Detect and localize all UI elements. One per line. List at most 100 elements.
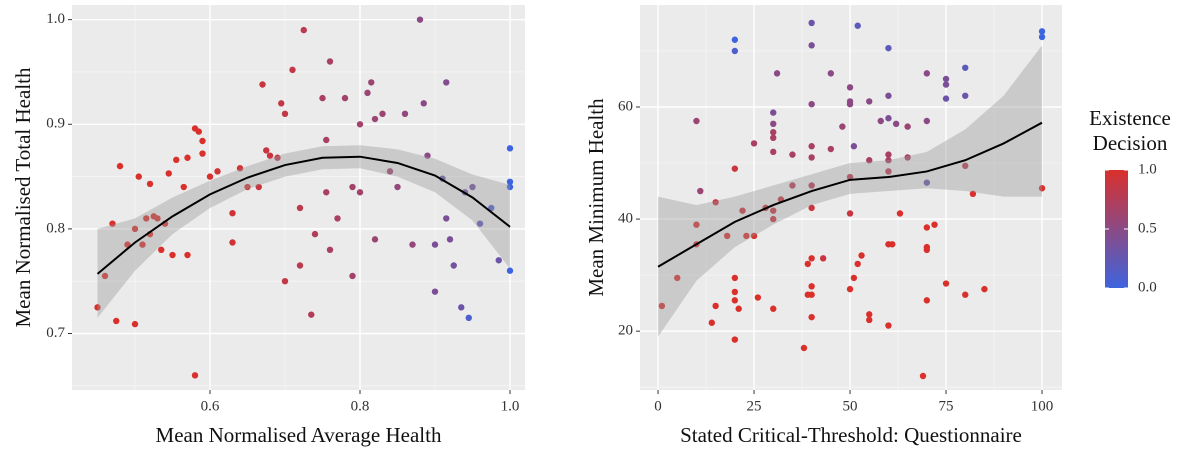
point: [323, 136, 330, 144]
point: [731, 297, 739, 304]
point: [326, 58, 334, 65]
point: [839, 123, 846, 130]
point: [712, 302, 719, 310]
point: [506, 183, 514, 191]
plot-background: [72, 5, 525, 390]
point: [244, 183, 251, 191]
point: [658, 302, 666, 310]
point: [885, 157, 892, 164]
confidence-band: [658, 45, 1043, 337]
point: [158, 246, 165, 254]
point: [923, 179, 931, 186]
point: [819, 255, 827, 262]
point: [866, 98, 873, 105]
point: [229, 239, 236, 246]
point: [739, 207, 746, 214]
point: [846, 285, 854, 293]
point: [693, 221, 700, 228]
point: [808, 42, 815, 49]
point: [349, 272, 356, 280]
point: [173, 156, 180, 164]
point: [409, 241, 416, 248]
point: [364, 89, 371, 97]
point: [770, 120, 777, 128]
point: [420, 100, 427, 107]
point: [723, 232, 731, 240]
point: [885, 168, 892, 175]
point: [866, 311, 873, 318]
point: [401, 110, 409, 118]
point: [770, 134, 777, 142]
point: [94, 304, 101, 311]
smooth-line: [96, 155, 511, 275]
x-tick-label: 0.6: [201, 398, 220, 414]
point: [1038, 33, 1046, 41]
point: [443, 215, 450, 222]
point: [708, 319, 716, 326]
point: [866, 316, 873, 324]
point: [195, 128, 202, 135]
x-tick-label: 1.0: [501, 398, 520, 414]
point: [942, 280, 950, 287]
point: [341, 94, 349, 102]
point: [896, 210, 904, 217]
point: [465, 314, 472, 322]
point: [191, 372, 199, 379]
point: [116, 162, 124, 170]
point: [770, 109, 777, 116]
point: [885, 115, 892, 122]
point: [885, 44, 892, 52]
y-tick-label: 0.9: [46, 116, 65, 132]
point: [892, 120, 900, 128]
point: [808, 313, 815, 321]
x-tick-label: 75: [939, 398, 954, 414]
point: [735, 305, 742, 312]
point: [750, 232, 758, 240]
point: [808, 143, 815, 150]
point: [146, 180, 154, 188]
point: [889, 241, 896, 248]
point: [804, 260, 812, 268]
point: [854, 22, 861, 29]
point: [962, 291, 969, 298]
legend-title: Existence: [1089, 106, 1171, 130]
point: [356, 189, 364, 196]
point: [754, 294, 762, 301]
point: [506, 145, 514, 152]
legend-tick-label: 0.0: [1138, 279, 1157, 295]
point: [923, 297, 931, 304]
point: [846, 100, 854, 108]
point: [506, 267, 514, 274]
point: [458, 304, 465, 311]
point: [808, 291, 815, 298]
point: [495, 257, 502, 264]
point: [319, 94, 326, 102]
point: [904, 154, 911, 161]
point: [368, 79, 375, 86]
point: [731, 165, 739, 172]
point: [770, 215, 777, 223]
point: [101, 272, 109, 280]
point: [109, 220, 116, 227]
point: [773, 70, 781, 77]
point: [693, 117, 700, 125]
point: [296, 262, 304, 269]
point: [214, 168, 221, 175]
point: [143, 215, 150, 222]
confidence-band: [97, 145, 510, 318]
point: [808, 255, 815, 262]
x-axis-title: Mean Normalised Average Health: [156, 423, 442, 447]
y-axis-title: Mean Minimum Health: [584, 98, 608, 297]
point: [731, 47, 739, 55]
point: [289, 66, 296, 74]
point: [789, 182, 796, 189]
point: [923, 117, 931, 125]
point: [469, 183, 476, 191]
plot-background: [640, 5, 1062, 390]
point: [731, 288, 739, 296]
point: [308, 311, 315, 318]
point: [800, 344, 808, 352]
point: [296, 204, 304, 212]
point: [674, 274, 681, 282]
legend-tick-label: 0.5: [1138, 220, 1157, 236]
